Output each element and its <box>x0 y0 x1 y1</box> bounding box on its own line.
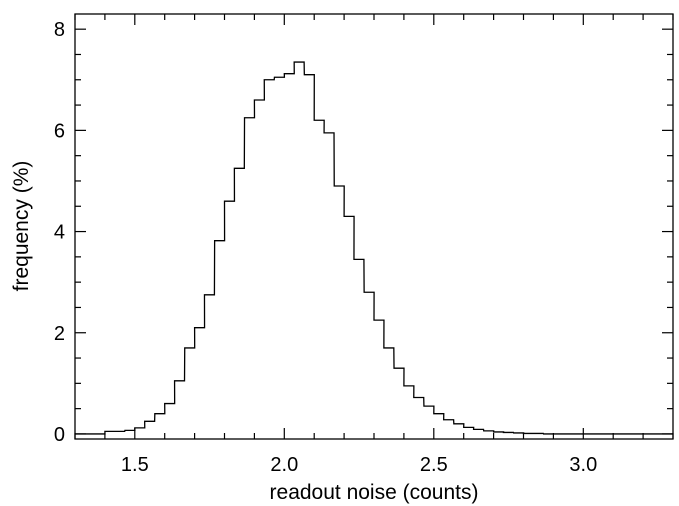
axis-ticks <box>74 14 674 439</box>
y-tick-label: 2 <box>54 323 65 345</box>
x-tick-label: 1.5 <box>121 454 149 476</box>
y-tick-label: 4 <box>54 222 65 244</box>
plot-frame <box>74 13 674 440</box>
y-tick-label: 0 <box>54 424 65 446</box>
axis-tick-labels: 1.5 2.0 2.5 3.0 0 2 4 6 8 <box>54 19 597 476</box>
x-tick-label: 3.0 <box>569 454 597 476</box>
x-tick-label: 2.5 <box>420 454 448 476</box>
y-tick-label: 8 <box>54 19 65 41</box>
x-axis-title: readout noise (counts) <box>270 481 479 504</box>
histogram-series <box>75 61 674 435</box>
y-tick-label: 6 <box>54 120 65 142</box>
y-axis-title: frequency (%) <box>10 161 33 292</box>
x-tick-label: 2.0 <box>270 454 298 476</box>
